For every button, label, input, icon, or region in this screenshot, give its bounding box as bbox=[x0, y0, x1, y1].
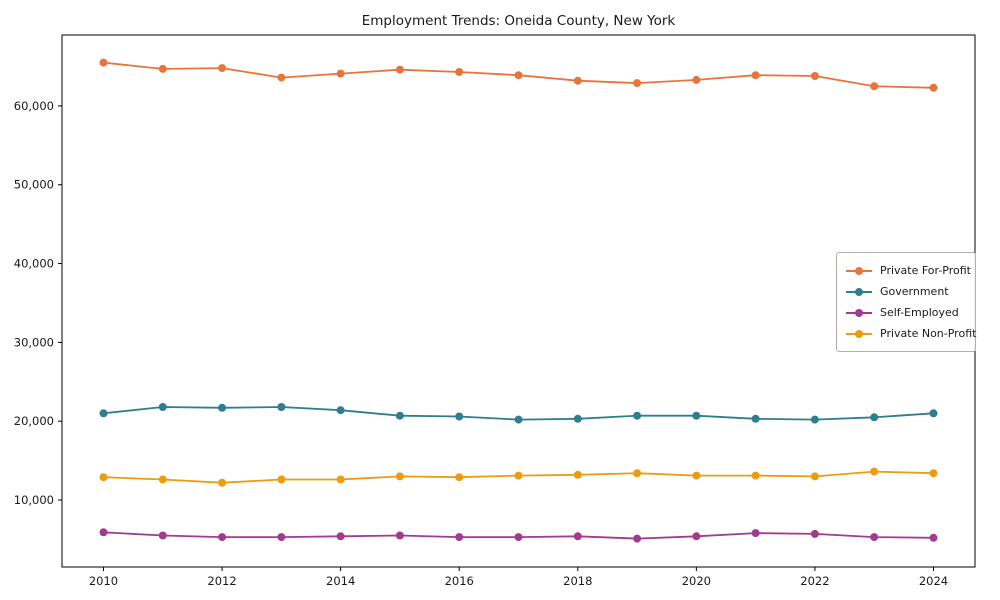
svg-text:2024: 2024 bbox=[919, 574, 948, 588]
legend-label: Private For-Profit bbox=[880, 264, 971, 277]
legend: Private For-Profit Government Self-Emplo… bbox=[836, 252, 976, 352]
legend-item-government: Government bbox=[846, 281, 966, 302]
legend-label: Self-Employed bbox=[880, 306, 959, 319]
svg-text:2012: 2012 bbox=[207, 574, 236, 588]
legend-item-private-non-profit: Private Non-Profit bbox=[846, 323, 976, 344]
legend-item-self-employed: Self-Employed bbox=[846, 302, 966, 323]
svg-text:20,000: 20,000 bbox=[14, 414, 54, 428]
legend-dot bbox=[855, 287, 863, 296]
svg-text:2018: 2018 bbox=[563, 574, 592, 588]
line-marker-icon bbox=[846, 287, 872, 297]
legend-dot bbox=[855, 266, 863, 275]
svg-text:2014: 2014 bbox=[326, 574, 355, 588]
legend-item-private-for-profit: Private For-Profit bbox=[846, 260, 971, 281]
svg-text:10,000: 10,000 bbox=[14, 493, 54, 507]
legend-label: Government bbox=[880, 285, 949, 298]
svg-text:40,000: 40,000 bbox=[14, 257, 54, 271]
legend-dot bbox=[855, 329, 863, 338]
svg-text:30,000: 30,000 bbox=[14, 335, 54, 349]
legend-dot bbox=[855, 308, 863, 317]
line-marker-icon bbox=[846, 329, 872, 339]
svg-text:2016: 2016 bbox=[445, 574, 474, 588]
chart-title: Employment Trends: Oneida County, New Yo… bbox=[361, 13, 676, 29]
svg-text:50,000: 50,000 bbox=[14, 178, 54, 192]
line-marker-icon bbox=[846, 266, 872, 276]
legend-label: Private Non-Profit bbox=[880, 327, 977, 340]
svg-text:2020: 2020 bbox=[682, 574, 711, 588]
svg-text:60,000: 60,000 bbox=[14, 99, 54, 113]
svg-text:2022: 2022 bbox=[800, 574, 829, 588]
svg-text:2010: 2010 bbox=[89, 574, 118, 588]
line-marker-icon bbox=[846, 308, 872, 318]
